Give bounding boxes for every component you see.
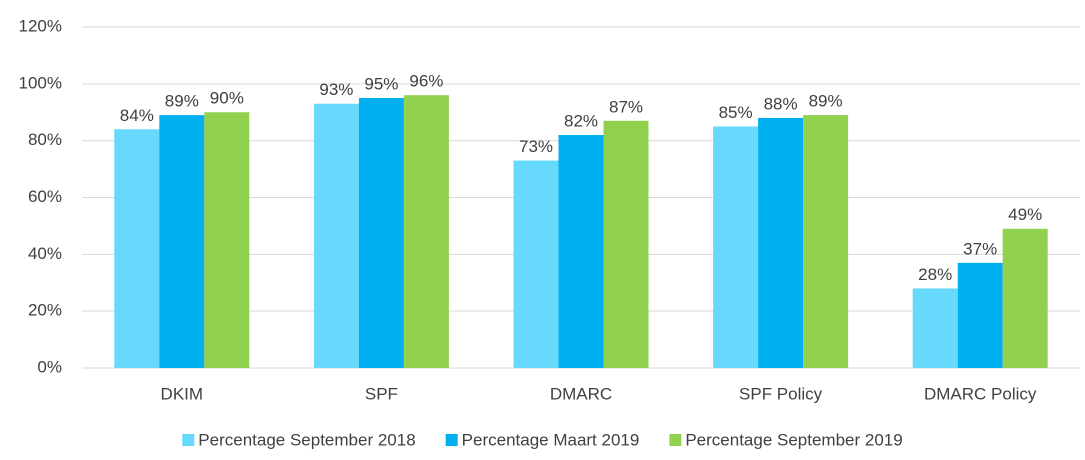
data-label: 85% <box>719 103 753 122</box>
bar <box>1002 228 1048 368</box>
bar <box>403 95 449 368</box>
data-label: 37% <box>963 239 997 258</box>
data-label: 95% <box>364 75 398 94</box>
legend-label: Percentage September 2018 <box>198 430 415 449</box>
x-tick-label: DMARC <box>550 384 612 403</box>
y-tick-label: 80% <box>28 130 62 149</box>
bar <box>159 115 205 368</box>
data-label: 88% <box>764 94 798 113</box>
data-label: 89% <box>165 92 199 111</box>
x-tick-label: DMARC Policy <box>924 384 1037 403</box>
x-tick-label: SPF Policy <box>739 384 823 403</box>
data-label: 73% <box>519 137 553 156</box>
bar <box>713 126 759 368</box>
data-label: 49% <box>1008 205 1042 224</box>
data-label: 90% <box>210 89 244 108</box>
x-tick-label: DKIM <box>161 384 204 403</box>
legend-label: Percentage September 2019 <box>685 430 902 449</box>
y-tick-label: 40% <box>28 244 62 263</box>
bar <box>313 103 359 368</box>
bar <box>758 117 804 368</box>
bar <box>513 160 559 368</box>
bar <box>558 134 604 368</box>
x-tick-label: SPF <box>365 384 398 403</box>
bar <box>957 262 1003 368</box>
y-tick-label: 20% <box>28 301 62 320</box>
legend-swatch <box>669 434 682 446</box>
data-label: 93% <box>319 80 353 99</box>
y-tick-label: 0% <box>37 357 62 376</box>
bar <box>204 112 250 368</box>
data-label: 87% <box>609 97 643 116</box>
bar <box>912 288 958 368</box>
bar <box>114 129 160 368</box>
y-tick-label: 120% <box>19 16 62 35</box>
legend-swatch <box>182 434 195 446</box>
bar <box>358 98 404 369</box>
data-label: 82% <box>564 111 598 130</box>
bar <box>803 115 849 368</box>
bar <box>603 120 649 369</box>
y-tick-label: 100% <box>19 73 62 92</box>
data-label: 96% <box>409 72 443 91</box>
data-label: 84% <box>120 106 154 125</box>
data-label: 28% <box>918 265 952 284</box>
legend-swatch <box>445 434 458 446</box>
y-tick-label: 60% <box>28 187 62 206</box>
data-label: 89% <box>809 92 843 111</box>
legend-label: Percentage Maart 2019 <box>462 430 640 449</box>
